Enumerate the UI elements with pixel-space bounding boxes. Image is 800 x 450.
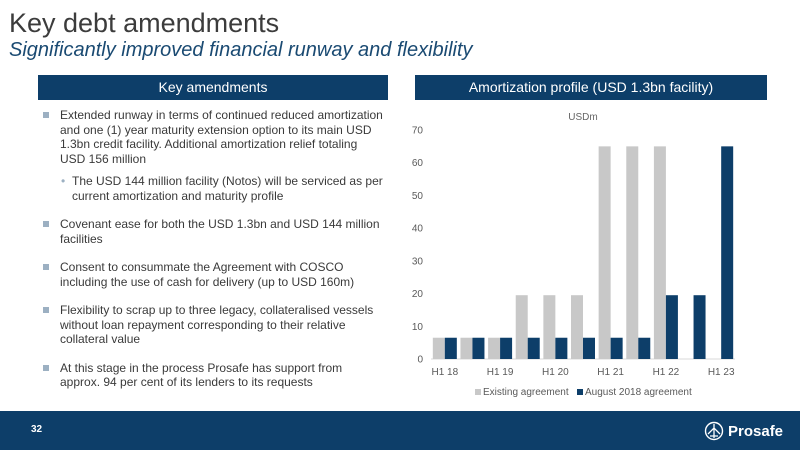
bar-august-2018 — [472, 337, 485, 359]
bar-existing — [653, 146, 666, 359]
amendments-list: Extended runway in terms of continued re… — [40, 108, 385, 404]
bar-existing — [571, 295, 583, 359]
y-tick-label: 30 — [412, 256, 424, 267]
bullet-text: Consent to consummate the Agreement with… — [60, 260, 355, 289]
bar-august-2018 — [583, 337, 595, 359]
dot-bullet-icon: • — [61, 174, 66, 188]
bullet-item: Covenant ease for both the USD 1.3bn and… — [40, 217, 385, 246]
slide-subtitle: Significantly improved financial runway … — [9, 39, 473, 61]
amortization-profile-header: Amortization profile (USD 1.3bn facility… — [415, 75, 767, 100]
bullet-item: Consent to consummate the Agreement with… — [40, 260, 385, 289]
logo-text: Prosafe — [728, 422, 784, 440]
sub-bullet-text: The USD 144 million facility (Notos) wil… — [72, 174, 383, 203]
legend-label: Existing agreement — [483, 387, 569, 398]
prosafe-logo: Prosafe — [704, 420, 783, 442]
y-tick-label: 40 — [412, 224, 424, 235]
bullet-text: Extended runway in terms of continued re… — [60, 108, 383, 166]
bar-existing — [488, 337, 501, 359]
y-tick-label: 0 — [417, 355, 423, 366]
bullet-item: Flexibility to scrap up to three legacy,… — [40, 303, 385, 347]
bar-august-2018 — [638, 337, 651, 359]
bar-august-2018 — [555, 337, 568, 359]
square-bullet-icon — [43, 221, 49, 227]
x-tick-label: H1 18 — [431, 367, 458, 378]
chart-title: USDm — [568, 112, 597, 123]
page-number: 32 — [31, 424, 43, 435]
y-tick-label: 70 — [412, 126, 424, 137]
square-bullet-icon — [43, 264, 49, 270]
y-tick-label: 60 — [412, 158, 424, 169]
x-tick-label: H1 21 — [597, 367, 624, 378]
y-tick-label: 20 — [412, 289, 424, 300]
legend-swatch — [577, 389, 583, 395]
square-bullet-icon — [43, 307, 49, 313]
key-amendments-header: Key amendments — [38, 75, 388, 100]
square-bullet-icon — [43, 364, 49, 371]
bar-existing — [543, 295, 556, 359]
bar-august-2018 — [500, 337, 513, 359]
sub-bullet-list: • The USD 144 million facility (Notos) w… — [60, 174, 385, 203]
bar-august-2018 — [721, 146, 734, 359]
bar-existing — [598, 146, 611, 359]
bar-august-2018 — [665, 295, 678, 359]
bar-august-2018 — [610, 337, 623, 359]
bar-existing — [626, 146, 639, 359]
amortization-chart: USDm 0 10 20 30 40 50 60 70 H1 18 H1 19 H1 20 H1 21 H… — [412, 112, 735, 398]
bar-existing — [432, 337, 445, 359]
bar-august-2018 — [693, 295, 706, 359]
prosafe-emblem-icon — [704, 421, 724, 441]
bullet-item: Extended runway in terms of continued re… — [40, 108, 385, 203]
bar-existing — [515, 295, 528, 359]
sub-bullet-item: • The USD 144 million facility (Notos) w… — [60, 174, 385, 203]
legend-label: August 2018 agreement — [585, 387, 692, 398]
x-tick-label: H1 20 — [542, 367, 569, 378]
bullet-item: At this stage in the process Prosafe has… — [40, 361, 385, 390]
footer-bar: 32 Prosafe — [0, 411, 800, 450]
square-bullet-icon — [43, 112, 49, 118]
bar-august-2018 — [527, 337, 540, 359]
y-tick-label: 10 — [412, 322, 424, 333]
bar-august-2018 — [444, 337, 457, 359]
bullet-text: At this stage in the process Prosafe has… — [60, 360, 343, 390]
slide-title: Key debt amendments — [9, 8, 280, 38]
bullet-text: Flexibility to scrap up to three legacy,… — [60, 303, 374, 346]
bar-existing — [460, 337, 473, 359]
x-tick-label: H1 19 — [487, 367, 514, 378]
x-tick-label: H1 22 — [653, 367, 680, 378]
legend-swatch — [475, 389, 481, 395]
y-tick-label: 50 — [412, 191, 424, 202]
x-tick-label: H1 23 — [708, 367, 735, 378]
bullet-text: Covenant ease for both the USD 1.3bn and… — [60, 217, 380, 246]
